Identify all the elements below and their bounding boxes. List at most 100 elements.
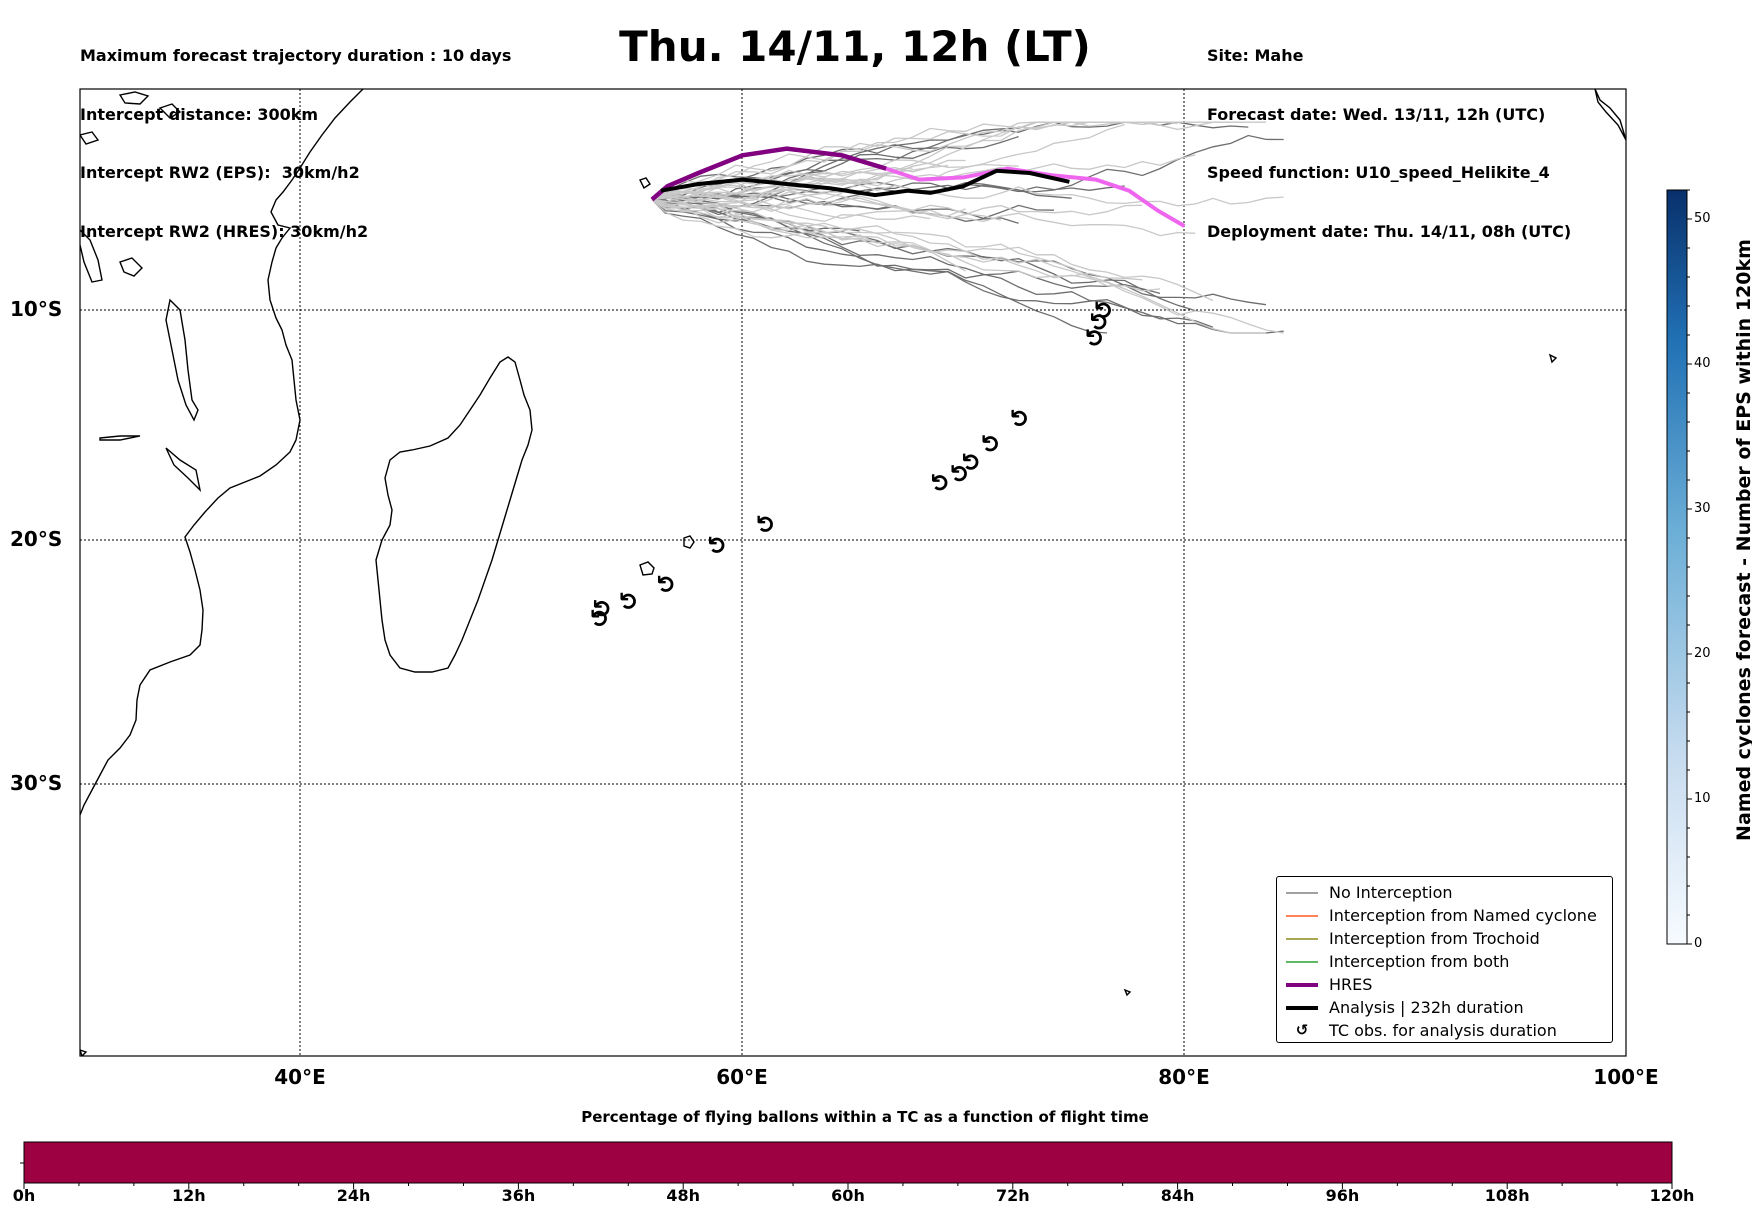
cbar-tick-20: 20 xyxy=(1694,646,1711,661)
coastlines xyxy=(80,89,1626,1056)
tc-observation-marker: ↺ xyxy=(957,452,985,472)
lon-label-40e: 40°E xyxy=(274,1065,326,1089)
flight-time-tick-label: 48h xyxy=(666,1186,701,1205)
tc-observation-marker: ↺ xyxy=(926,472,954,492)
tc-observation-marker: ↺ xyxy=(615,591,643,611)
reunion-island xyxy=(639,561,655,576)
eps-colorbar xyxy=(1666,189,1688,945)
legend-item-no-interception: No Interception xyxy=(1277,881,1612,904)
tc-observation-markers: ↺↺↺↺↺↺↺↺↺↺↺↺↺↺ xyxy=(586,300,1118,628)
lat-label-10s: 10°S xyxy=(10,297,63,321)
header-left-info: Maximum forecast trajectory duration : 1… xyxy=(80,7,511,261)
mauritius-island xyxy=(683,535,695,549)
cbar-tick-50: 50 xyxy=(1694,211,1711,226)
eps-member-track xyxy=(651,167,913,201)
map-title: Thu. 14/11, 12h (LT) xyxy=(619,22,1091,71)
eps-member-track xyxy=(651,121,1266,200)
flight-time-tick-label: 36h xyxy=(501,1186,536,1205)
legend-line-orange xyxy=(1286,915,1318,917)
tc-observation-marker: ↺ xyxy=(652,574,680,594)
legend-item-tc-obs: ↺ TC obs. for analysis duration xyxy=(1277,1019,1612,1042)
eps-member-track xyxy=(651,199,1143,281)
tc-observation-marker: ↺ xyxy=(586,608,614,628)
africa-coastline xyxy=(80,89,364,816)
max-duration-text: Maximum forecast trajectory duration : 1… xyxy=(80,46,512,65)
flight-time-tick-label: 96h xyxy=(1325,1186,1360,1205)
flight-time-tick-label: 24h xyxy=(336,1186,371,1205)
eps-member-track xyxy=(651,189,843,209)
flight-time-title: Percentage of flying ballons within a TC… xyxy=(581,1108,1149,1126)
flight-time-tick-label: 108h xyxy=(1484,1186,1530,1205)
eps-member-track xyxy=(651,198,1161,292)
map-frame xyxy=(79,88,1627,1057)
flight-time-tick-label: 0h xyxy=(12,1186,36,1205)
speed-function-text: Speed function: U10_speed_Helikite_4 xyxy=(1207,163,1550,182)
eps-member-track xyxy=(651,195,931,222)
lat-label-20s: 20°S xyxy=(10,527,63,551)
cbar-tick-10: 10 xyxy=(1694,791,1711,806)
cbar-tick-30: 30 xyxy=(1694,501,1711,516)
flight-time-tick-label: 12h xyxy=(171,1186,206,1205)
tc-observation-marker: ↺ xyxy=(977,433,1005,453)
colorbar-label: Named cyclones forecast - Number of EPS … xyxy=(1733,239,1752,841)
map-legend: No Interception Interception from Named … xyxy=(1276,876,1613,1043)
eps-member-track xyxy=(651,197,966,272)
legend-line-olive xyxy=(1286,938,1318,940)
lake-victoria xyxy=(165,298,199,422)
tc-observation-marker: ↺ xyxy=(1006,408,1034,428)
tc-observation-marker: ↺ xyxy=(1090,300,1118,320)
flight-time-ticks xyxy=(23,1183,1673,1189)
flight-time-tick-label: 84h xyxy=(1160,1186,1195,1205)
eps-member-track xyxy=(651,198,1267,306)
madagascar-island xyxy=(375,356,533,673)
forecast-date-text: Forecast date: Wed. 13/11, 12h (UTC) xyxy=(1207,104,1546,124)
legend-line-black xyxy=(1286,1006,1318,1010)
header-right-info: Site: Mahe Forecast date: Wed. 13/11, 12… xyxy=(1207,7,1571,261)
legend-item-both: Interception from both xyxy=(1277,950,1612,973)
lon-label-80e: 80°E xyxy=(1158,1065,1210,1089)
eps-member-track xyxy=(651,198,1284,334)
deployment-date-text: Deployment date: Thu. 14/11, 08h (UTC) xyxy=(1207,221,1572,241)
tc-observation-marker: ↺ xyxy=(1081,328,1109,348)
lon-label-100e: 100°E xyxy=(1593,1065,1659,1089)
tc-observation-marker: ↺ xyxy=(588,598,616,618)
seychelles-islands xyxy=(639,177,651,190)
eps-member-track xyxy=(651,196,1196,312)
flight-time-tick-label: 120h xyxy=(1649,1186,1695,1205)
legend-line-purple xyxy=(1286,983,1318,987)
intercept-distance-text: Intercept distance: 300km xyxy=(80,104,319,124)
site-text: Site: Mahe xyxy=(1207,46,1304,65)
legend-line-grey xyxy=(1286,892,1318,894)
tc-observation-marker: ↺ xyxy=(946,463,974,483)
tc-observation-marker: ↺ xyxy=(703,535,731,555)
eps-member-track xyxy=(651,191,1143,220)
eps-ensemble-tracks xyxy=(651,121,1284,334)
flight-time-bar xyxy=(23,1141,1673,1184)
eps-member-track xyxy=(651,198,1214,328)
lon-label-60e: 60°E xyxy=(716,1065,768,1089)
cyclone-icon: ↺ xyxy=(1295,1021,1309,1039)
analysis-track xyxy=(660,168,1070,198)
map-gridlines xyxy=(80,89,1626,1056)
intercept-eps-text: Intercept RW2 (EPS): 30km/h2 xyxy=(80,163,360,182)
eps-member-track xyxy=(651,198,1161,295)
flight-time-tick-label: 72h xyxy=(995,1186,1030,1205)
cbar-tick-40: 40 xyxy=(1694,356,1711,371)
legend-line-green xyxy=(1286,961,1318,963)
lat-label-30s: 30°S xyxy=(10,771,63,795)
eps-member-track xyxy=(651,199,1284,334)
legend-item-analysis: Analysis | 232h duration xyxy=(1277,996,1612,1019)
legend-item-named-cyclone: Interception from Named cyclone xyxy=(1277,904,1612,927)
legend-item-trochoid: Interception from Trochoid xyxy=(1277,927,1612,950)
eps-member-track xyxy=(651,121,1161,201)
hres-track-early xyxy=(650,146,887,202)
tc-observation-marker: ↺ xyxy=(1085,311,1113,331)
eps-member-track xyxy=(651,123,1125,201)
socotra-island xyxy=(118,91,150,105)
intercept-hres-text: Intercept RW2 (HRES): 30km/h2 xyxy=(80,221,369,241)
eps-member-track xyxy=(651,198,1055,220)
cbar-tick-0: 0 xyxy=(1694,936,1703,951)
eps-colorbar-ticks xyxy=(1687,189,1692,945)
eps-member-track xyxy=(651,159,1019,200)
